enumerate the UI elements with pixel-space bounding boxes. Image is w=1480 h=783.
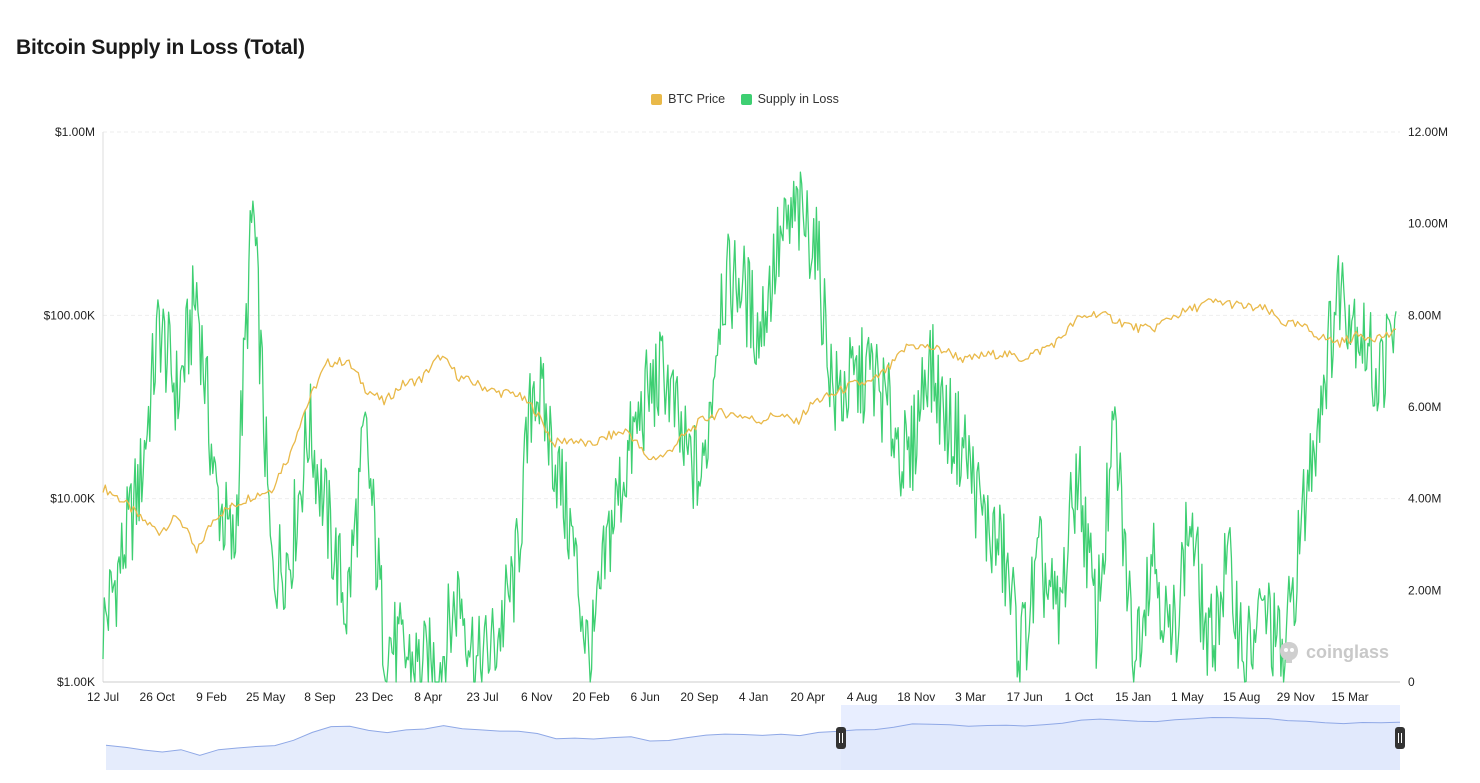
right-axis-tick-label: 4.00M <box>1408 492 1441 506</box>
x-axis-tick-label: 17 Jun <box>1007 690 1043 704</box>
x-axis-tick-label: 8 Apr <box>414 690 442 704</box>
x-axis-tick-label: 6 Nov <box>521 690 552 704</box>
x-axis-tick-label: 18 Nov <box>897 690 935 704</box>
chart-gridlines <box>103 131 1400 683</box>
x-axis-tick-label: 29 Nov <box>1277 690 1315 704</box>
x-axis-tick-label: 1 May <box>1171 690 1204 704</box>
legend-label-supply-in-loss: Supply in Loss <box>757 92 839 106</box>
x-axis-tick-label: 6 Jun <box>630 690 659 704</box>
legend-item-supply-in-loss[interactable]: Supply in Loss <box>740 92 839 106</box>
x-axis: 12 Jul 26 Oct 9 Feb 25 May 8 Sep 23 Dec 8 Apr 2… <box>87 132 1400 704</box>
x-axis-tick-label: 4 Jan <box>739 690 768 704</box>
x-axis-tick-label: 3 Mar <box>955 690 986 704</box>
x-axis-tick-label: 8 Sep <box>304 690 336 704</box>
right-axis-tick-label: 6.00M <box>1408 400 1441 414</box>
x-axis-tick-label: 26 Oct <box>140 690 176 704</box>
x-axis-tick-label: 20 Feb <box>572 690 610 704</box>
chart-series[interactable] <box>102 171 1397 683</box>
page-title: Bitcoin Supply in Loss (Total) <box>16 36 305 59</box>
x-axis-tick-label: 1 Oct <box>1065 690 1094 704</box>
x-axis-tick-label: 12 Jul <box>87 690 119 704</box>
right-axis-tick-label: 2.00M <box>1408 583 1441 597</box>
left-y-axis: $1.00K $10.00K $100.00K $1.00M <box>44 125 95 689</box>
coinglass-watermark: coinglass <box>1278 640 1389 664</box>
btc-price-swatch <box>651 93 663 105</box>
legend-label-btc-price: BTC Price <box>668 92 726 106</box>
handle-grip <box>836 727 846 749</box>
supply-in-loss-swatch <box>740 93 752 105</box>
x-axis-tick-label: 15 Mar <box>1331 690 1368 704</box>
x-axis-tick-label: 9 Feb <box>196 690 227 704</box>
handle-grip <box>1395 727 1405 749</box>
x-axis-tick-label: 15 Aug <box>1223 690 1260 704</box>
legend-item-btc-price[interactable]: BTC Price <box>651 92 725 106</box>
right-axis-tick-label: 12.00M <box>1408 125 1448 139</box>
navigator-right-handle[interactable] <box>1395 727 1405 749</box>
btc-price-line <box>102 298 1397 554</box>
watermark-text: coinglass <box>1306 641 1390 662</box>
x-axis-tick-label: 4 Aug <box>847 690 878 704</box>
x-axis-tick-label: 15 Jan <box>1115 690 1151 704</box>
left-axis-tick-label: $1.00K <box>57 675 95 689</box>
x-axis-tick-label: 20 Sep <box>680 690 718 704</box>
x-axis-tick-label: 25 May <box>246 690 285 704</box>
navigator-area <box>106 717 1400 770</box>
right-axis-tick-label: 10.00M <box>1408 217 1448 231</box>
x-axis-tick-label: 23 Dec <box>355 690 393 704</box>
supply-in-loss-line <box>102 171 1397 683</box>
right-axis-tick-label: 0 <box>1408 675 1415 689</box>
navigator-line <box>105 716 1401 756</box>
navigator-left-handle[interactable] <box>836 727 846 749</box>
x-axis-tick-label: 20 Apr <box>790 690 825 704</box>
left-axis-tick-label: $10.00K <box>50 492 95 506</box>
coinglass-logo-icon <box>1280 642 1298 663</box>
right-y-axis: 0 2.00M 4.00M 6.00M 8.00M 10.00M 12.00M <box>1408 125 1448 689</box>
range-navigator[interactable] <box>105 705 1405 770</box>
left-axis-tick-label: $1.00M <box>55 125 95 139</box>
chart-legend: BTC Price Supply in Loss <box>0 92 1480 108</box>
right-axis-tick-label: 8.00M <box>1408 308 1441 322</box>
x-axis-tick-label: 23 Jul <box>467 690 499 704</box>
left-axis-tick-label: $100.00K <box>44 308 95 322</box>
